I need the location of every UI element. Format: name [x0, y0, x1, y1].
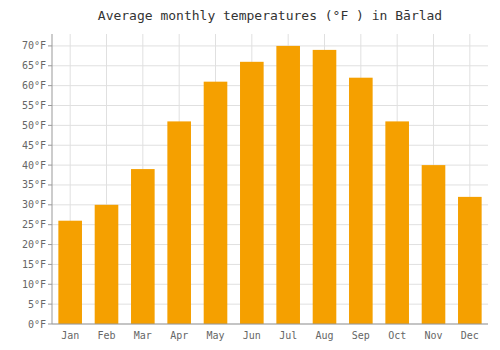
bar	[204, 82, 228, 324]
y-tick	[48, 145, 52, 146]
y-tick	[48, 264, 52, 265]
x-tick-label: Sep	[352, 330, 370, 341]
bar	[131, 169, 155, 324]
x-tick-label: Jun	[243, 330, 261, 341]
grid-line-y	[52, 45, 488, 46]
y-tick	[48, 65, 52, 66]
x-tick-label: Jan	[61, 330, 79, 341]
x-tick-label: Nov	[424, 330, 442, 341]
y-tick-label: 10°F	[22, 279, 46, 290]
y-tick-label: 65°F	[22, 60, 46, 71]
bars	[58, 46, 481, 324]
y-tick-label: 55°F	[22, 100, 46, 111]
y-tick-label: 30°F	[22, 199, 46, 210]
y-tick	[48, 244, 52, 245]
y-tick-label: 40°F	[22, 160, 46, 171]
bar	[349, 78, 373, 324]
x-tick-label: Feb	[97, 330, 115, 341]
x-axis: Jan Feb Mar Apr May Jun Jul Aug Sep Oct Nov Dec	[52, 324, 488, 341]
title: Average monthly temperatures (°F ) in Bā…	[98, 8, 442, 23]
y-tick	[48, 304, 52, 305]
y-tick-label: 45°F	[22, 140, 46, 151]
x-tick-label: Apr	[170, 330, 188, 341]
grid	[52, 34, 488, 324]
y-tick-label: 25°F	[22, 219, 46, 230]
chart: Average monthly temperatures (°F ) in Bā…	[0, 0, 500, 350]
y-tick	[48, 224, 52, 225]
y-tick	[48, 324, 52, 325]
chart-container: Average monthly temperatures (°F ) in Bā…	[0, 0, 500, 350]
bar	[240, 62, 264, 324]
bar	[276, 46, 300, 324]
y-tick-label: 20°F	[22, 239, 46, 250]
y-axis: 0°F 5°F 10°F 15°F 20°F 25°F 30°F 35°F 40°F 45°F 50…	[22, 40, 52, 329]
y-tick	[48, 184, 52, 185]
y-tick	[48, 165, 52, 166]
grid-line-y	[52, 105, 488, 106]
grid-line-y	[52, 145, 488, 146]
x-tick-label: Dec	[461, 330, 479, 341]
bar	[458, 197, 482, 324]
y-tick	[48, 85, 52, 86]
y-tick	[48, 284, 52, 285]
x-axis-line	[52, 324, 488, 325]
x-tick-label: Aug	[315, 330, 333, 341]
bar	[313, 50, 337, 324]
y-tick-label: 35°F	[22, 179, 46, 190]
grid-line-y	[52, 125, 488, 126]
y-tick	[48, 105, 52, 106]
grid-line-y	[52, 65, 488, 66]
bar	[385, 121, 409, 324]
x-tick-label: May	[206, 330, 224, 341]
y-tick	[48, 45, 52, 46]
y-axis-line	[52, 34, 53, 324]
y-tick-label: 50°F	[22, 120, 46, 131]
y-tick-label: 70°F	[22, 40, 46, 51]
grid-line-y	[52, 324, 488, 325]
y-tick-label: 0°F	[28, 319, 46, 330]
y-tick-label: 5°F	[28, 299, 46, 310]
y-tick-label: 15°F	[22, 259, 46, 270]
bar	[58, 221, 82, 324]
bar	[167, 121, 191, 324]
bar	[95, 205, 119, 324]
y-tick-label: 60°F	[22, 80, 46, 91]
y-tick	[48, 204, 52, 205]
grid-line-y	[52, 85, 488, 86]
y-tick	[48, 125, 52, 126]
x-tick-label: Mar	[134, 330, 152, 341]
bar	[422, 165, 446, 324]
x-tick-label: Oct	[388, 330, 406, 341]
x-tick-label: Jul	[279, 330, 297, 341]
